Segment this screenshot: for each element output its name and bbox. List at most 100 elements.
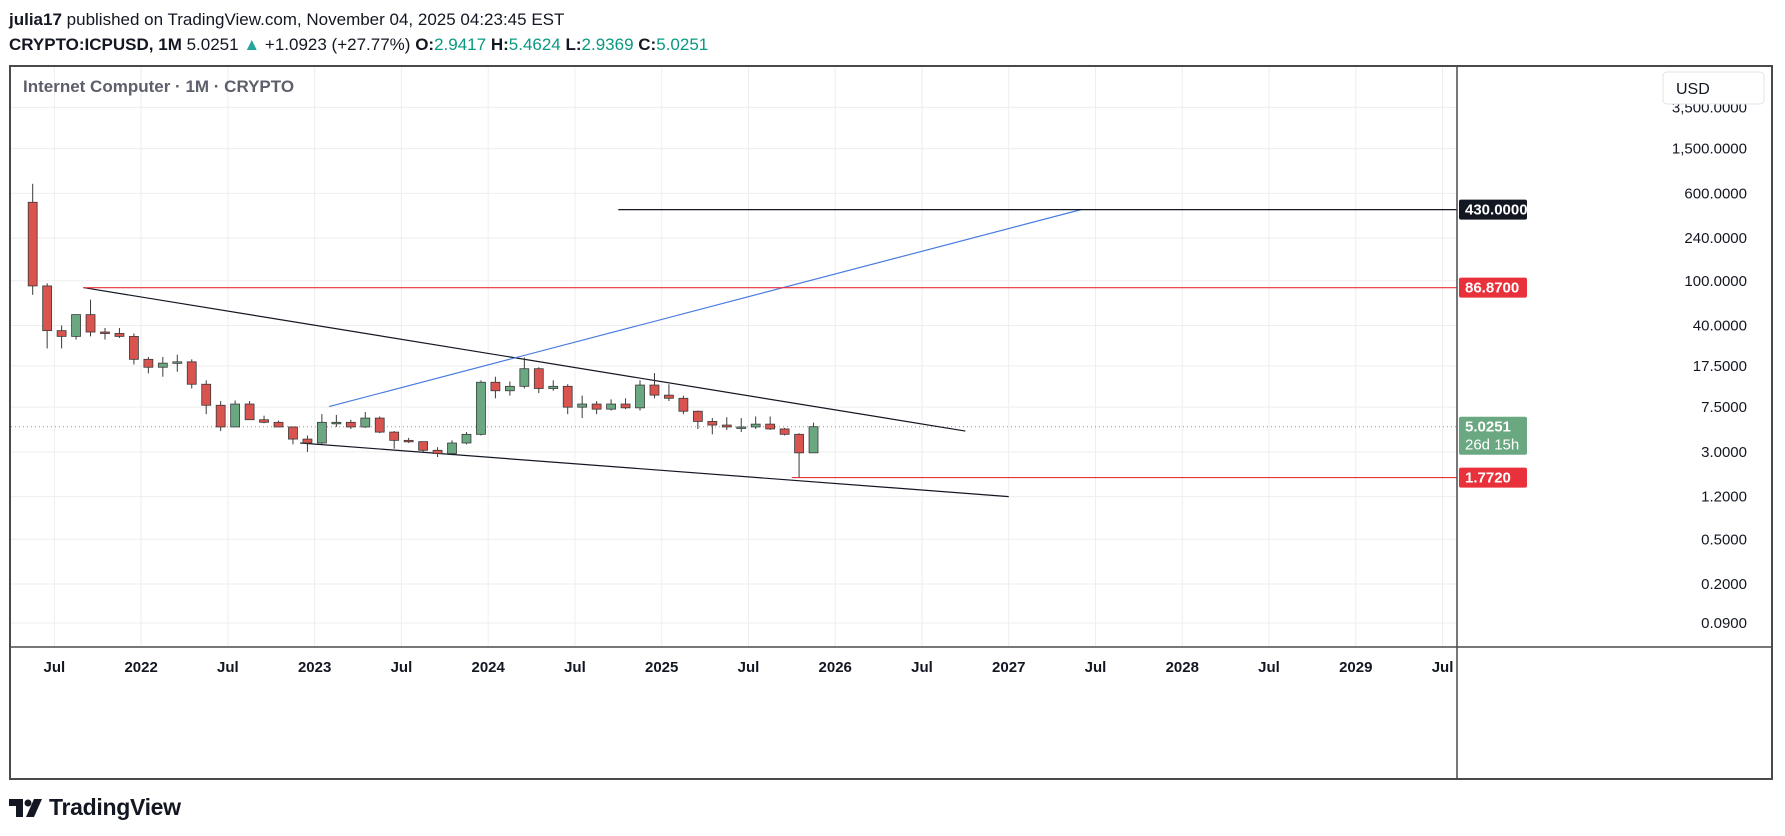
candle-body (100, 331, 110, 334)
candle-body (374, 417, 385, 433)
candle (476, 380, 486, 436)
candle-body (114, 333, 125, 337)
candle-body (230, 403, 241, 428)
candle-body (215, 404, 226, 428)
candle (750, 416, 761, 429)
candle (244, 401, 255, 421)
x-tick-label: 2028 (1166, 659, 1199, 676)
candle-body (649, 384, 660, 396)
candle (273, 420, 284, 428)
y-tick-label: 1.2000 (1701, 489, 1747, 506)
x-tick-label: 2023 (298, 659, 331, 676)
candle (635, 380, 645, 411)
y-tick-label: 600.0000 (1684, 185, 1747, 202)
author-name[interactable]: julia17 (9, 10, 62, 29)
last-price: 5.0251 (186, 35, 239, 54)
candle-body (548, 385, 559, 389)
ohlc-line: CRYPTO:ICPUSD, 1M 5.0251 ▲ +1.0923 (+27.… (9, 32, 708, 57)
candle-body (27, 201, 38, 287)
y-tick-label: 0.5000 (1701, 531, 1747, 548)
candle-body (273, 421, 284, 428)
high-value: 5.4624 (508, 35, 561, 54)
open-value: 2.9417 (434, 35, 487, 54)
currency-selector[interactable]: USD (1662, 71, 1765, 105)
candle-body (606, 403, 616, 410)
candle (461, 432, 472, 445)
tradingview-logo[interactable]: TradingView (9, 794, 181, 821)
open-label: O: (415, 35, 435, 54)
candle (374, 416, 385, 434)
candle (56, 325, 67, 349)
candle (403, 437, 414, 443)
candle (577, 395, 588, 419)
candle (794, 433, 804, 478)
candle-body (186, 361, 197, 385)
candle-body (620, 403, 631, 409)
currency-label[interactable]: USD (1676, 81, 1710, 98)
candle (389, 431, 400, 449)
chart-panel[interactable]: Jul 2022 Jul 2023 Jul 2024 Jul 2025 Jul 2026 Jul 20… (9, 65, 1773, 780)
x-tick-label: 2027 (992, 659, 1025, 676)
y-tick-label: 3.0000 (1701, 444, 1747, 461)
candle-body (692, 410, 703, 422)
close-label: C: (638, 35, 657, 54)
candle-body (360, 417, 371, 428)
price-label: 430.0000 (1459, 199, 1528, 220)
candle (765, 416, 776, 430)
candle-body (736, 426, 747, 429)
candle (533, 367, 544, 394)
candle (707, 418, 718, 435)
candle (504, 381, 515, 396)
candle (186, 359, 197, 389)
x-tick-label: Jul (217, 659, 239, 676)
candle (447, 440, 457, 456)
candle-body (259, 419, 269, 423)
candle-body (172, 361, 183, 364)
y-tick-label: 1,500.0000 (1672, 141, 1747, 158)
candle-body (664, 394, 674, 399)
candle (143, 356, 154, 374)
price-change: +1.0923 (+27.77%) (264, 35, 411, 54)
x-tick-label: 2024 (471, 659, 505, 676)
candle (548, 380, 559, 391)
candle (418, 441, 428, 452)
candle (288, 426, 298, 445)
candle-body (562, 385, 573, 408)
candle-body (779, 428, 790, 435)
x-tick-label: 2025 (645, 659, 678, 676)
x-tick-label: Jul (1258, 659, 1280, 676)
candlestick-chart[interactable]: Jul 2022 Jul 2023 Jul 2024 Jul 2025 Jul 2026 Jul 20… (11, 67, 1771, 778)
candle-body (504, 385, 515, 392)
candle (779, 427, 790, 436)
candle-body (750, 423, 761, 428)
x-tick-label: Jul (911, 659, 933, 676)
candle-body (56, 330, 67, 337)
low-label: L: (565, 35, 582, 54)
candle-body (476, 381, 486, 435)
price-label: 1.7720 (1459, 467, 1527, 488)
chart-title: Internet Computer · 1M · CRYPTO (23, 77, 294, 96)
candle-body (533, 368, 544, 389)
candle-body (794, 433, 804, 454)
trendline (328, 209, 1082, 408)
candle (736, 418, 747, 433)
candle (114, 328, 125, 338)
change-arrow-icon: ▲ (243, 35, 261, 54)
price-label-bg (1459, 416, 1527, 455)
y-tick-label: 0.2000 (1701, 576, 1747, 593)
grid (11, 67, 1457, 647)
drawings-layer (11, 209, 1457, 498)
candle (172, 354, 183, 372)
candle (490, 376, 501, 399)
candle (71, 314, 81, 340)
candle-body (490, 381, 501, 392)
candle-body (808, 426, 819, 454)
candle (808, 422, 819, 454)
candle (345, 419, 356, 429)
candle (721, 417, 732, 430)
candle-body (302, 438, 313, 444)
candle-body (85, 314, 96, 333)
y-tick-label: 240.0000 (1684, 230, 1747, 247)
axes-layer: Jul 2022 Jul 2023 Jul 2024 Jul 2025 Jul 2026 Jul 20… (11, 67, 1771, 778)
